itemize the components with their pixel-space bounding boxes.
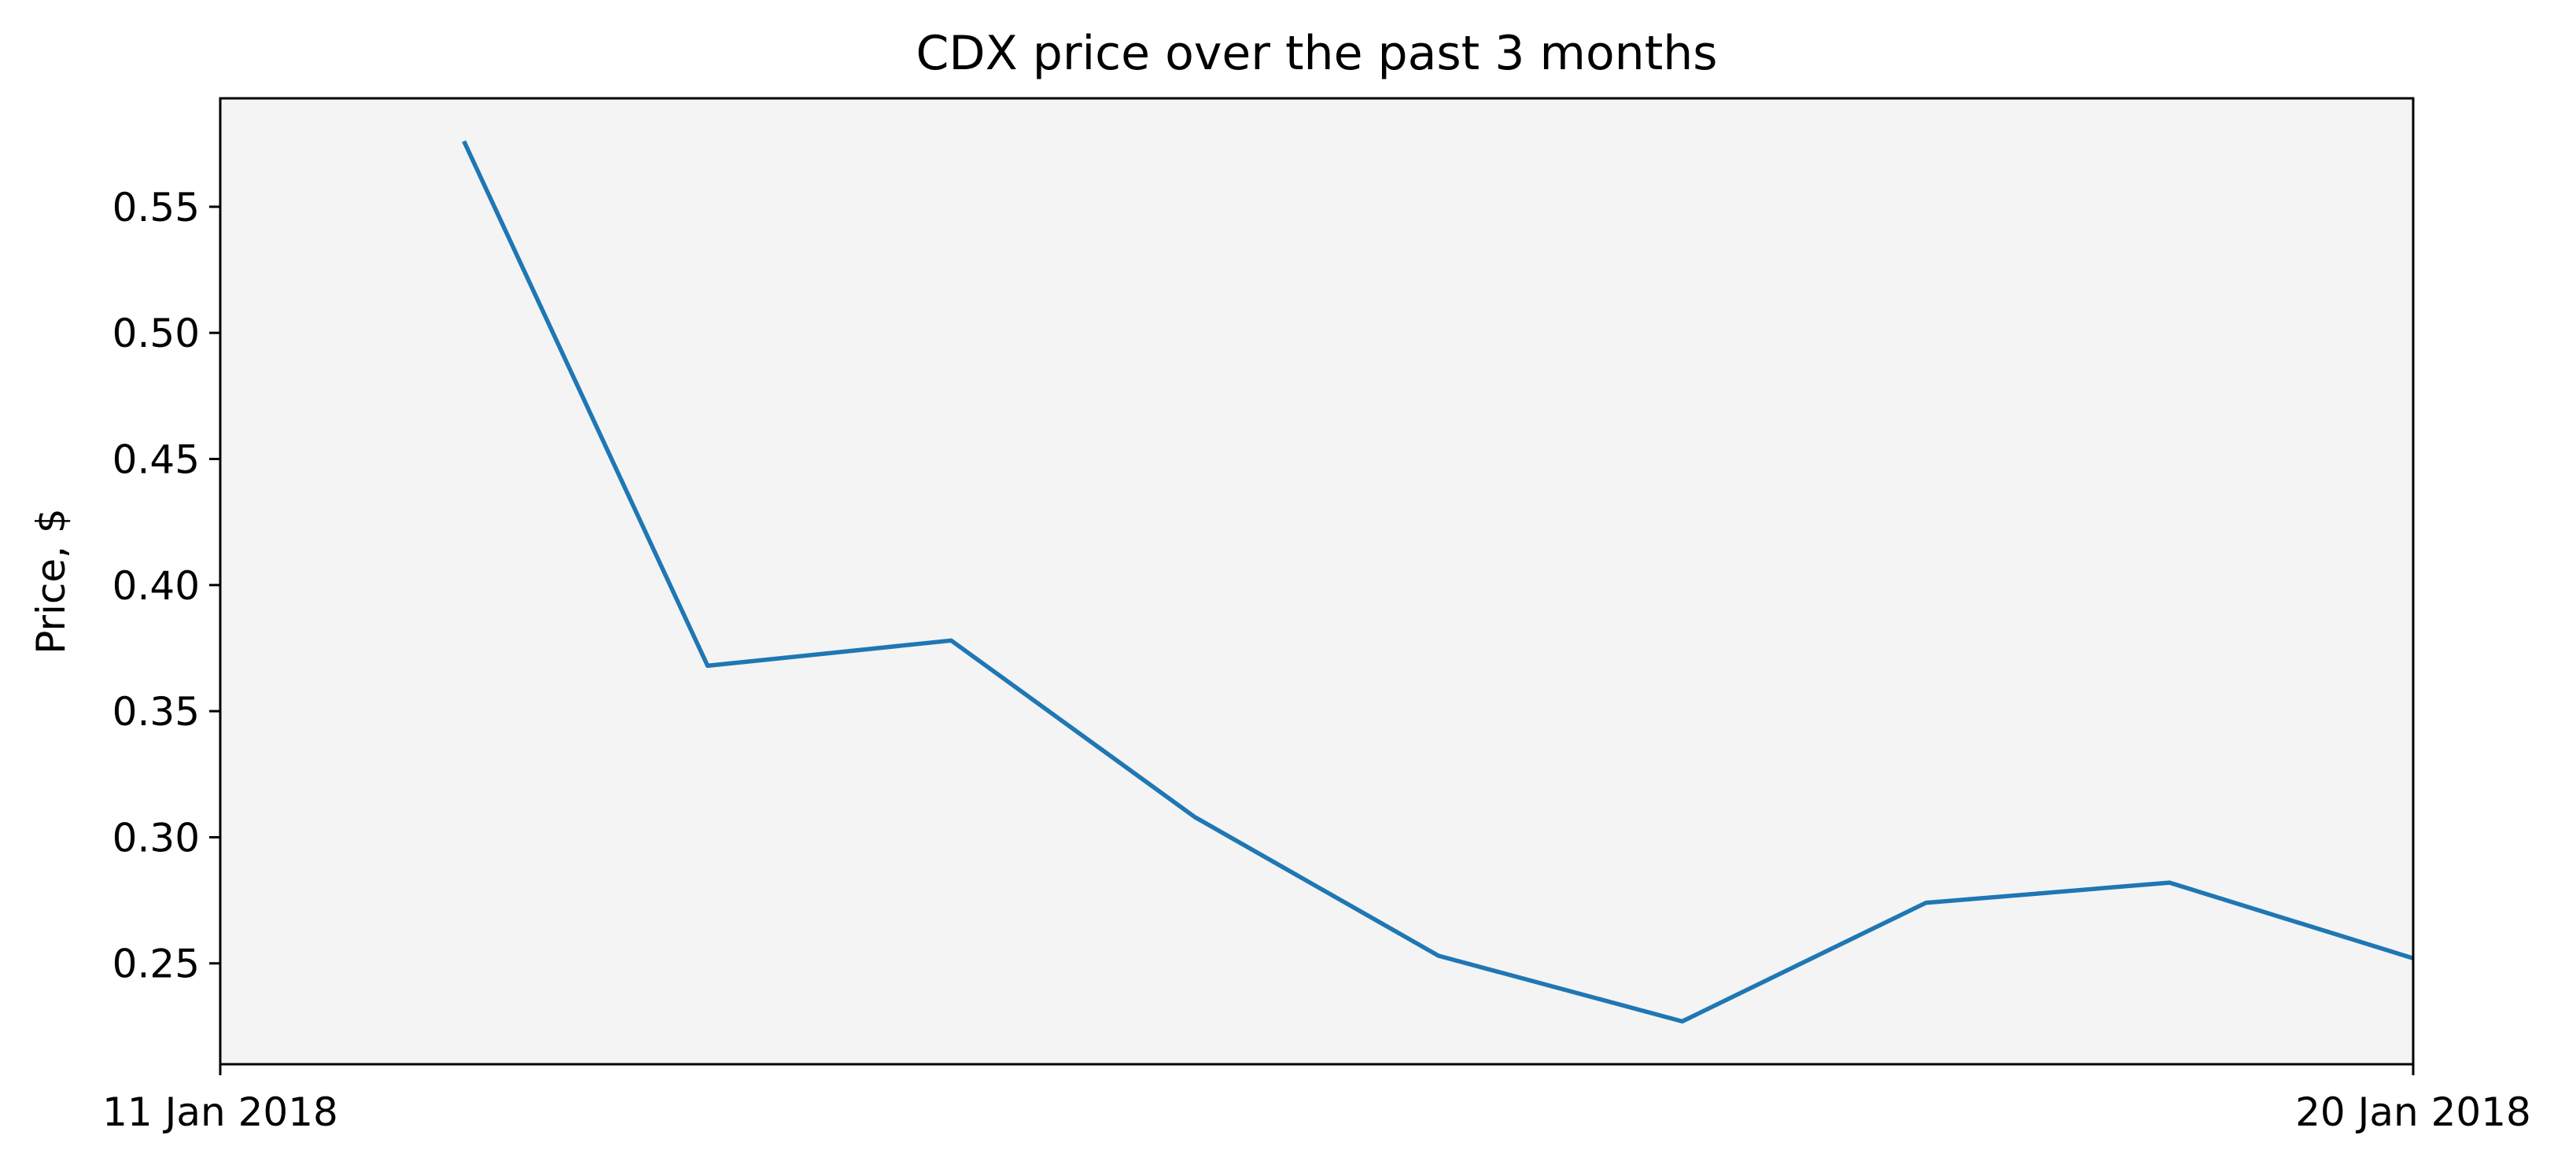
- x-axis: 11 Jan 2018 20 Jan 2018: [102, 1064, 2531, 1135]
- y-tick-label: 0.50: [112, 311, 200, 356]
- y-axis-label: Price, $: [28, 508, 74, 654]
- y-tick-label: 0.40: [112, 563, 200, 609]
- y-tick-label: 0.30: [112, 815, 200, 861]
- y-tick-label: 0.25: [112, 942, 200, 987]
- chart-title: CDX price over the past 3 months: [916, 26, 1717, 81]
- x-tick-label: 20 Jan 2018: [2295, 1089, 2531, 1135]
- plot-area: [220, 98, 2413, 1064]
- y-tick-label: 0.45: [112, 437, 200, 482]
- y-tick-label: 0.35: [112, 689, 200, 735]
- x-tick-label: 11 Jan 2018: [102, 1089, 338, 1135]
- y-axis: 0.25 0.30 0.35 0.40 0.45 0.50 0.55: [112, 185, 220, 987]
- plot-frame: [219, 97, 2415, 1066]
- y-tick-label: 0.55: [112, 185, 200, 230]
